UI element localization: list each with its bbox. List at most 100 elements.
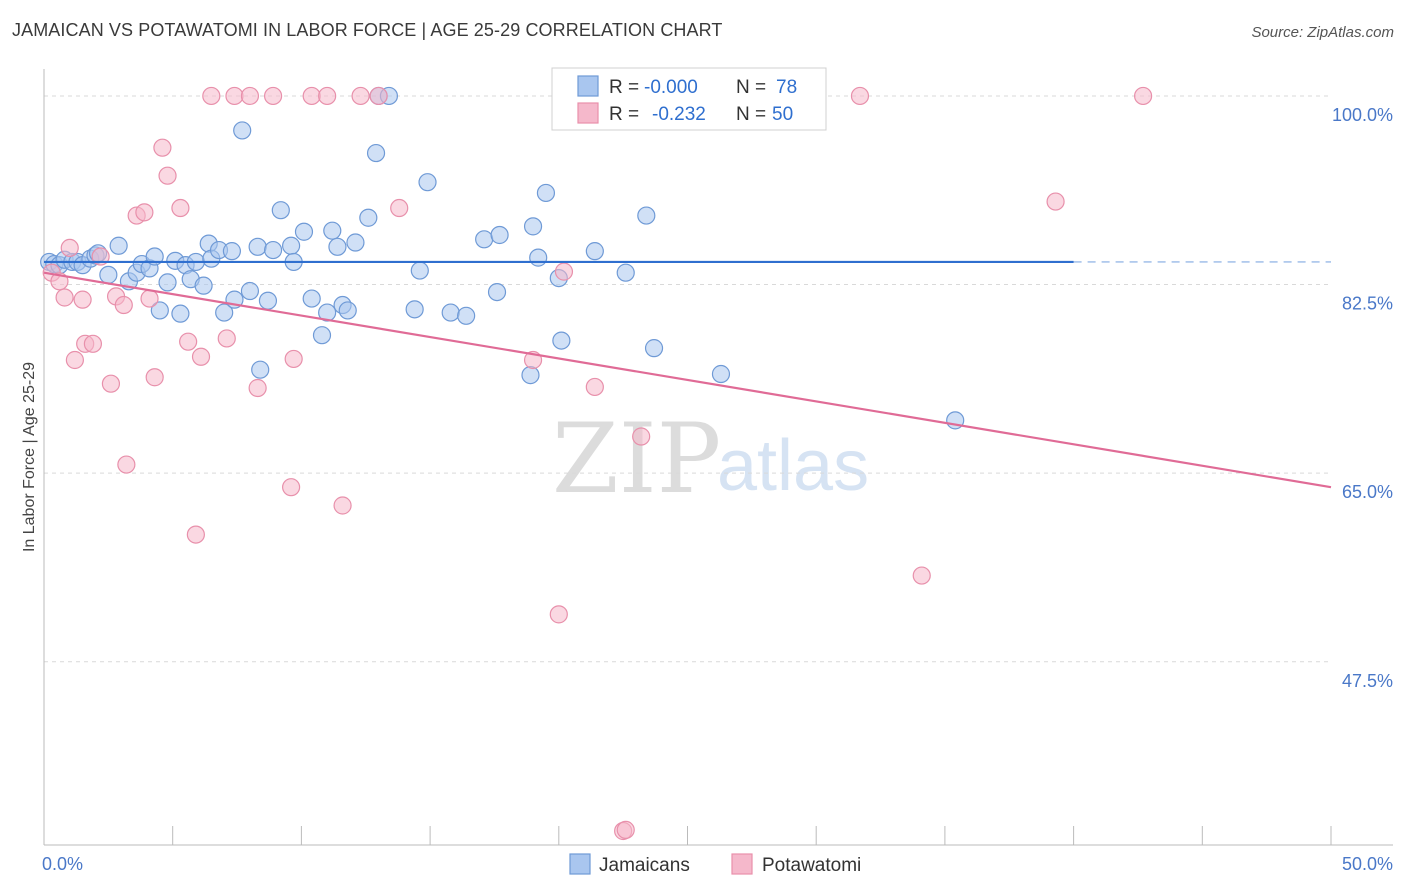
jamaicans-point (222, 242, 242, 261)
potawatomi-point (554, 262, 574, 281)
x-tick-label-max: 50.0% (1342, 854, 1393, 874)
chart-source: Source: ZipAtlas.com (1251, 24, 1394, 41)
potawatomi-point (248, 378, 267, 398)
potawatomi-point (333, 496, 352, 515)
potawatomi-point (217, 329, 236, 348)
jamaicans-point (233, 121, 252, 140)
potawatomi-point (171, 198, 190, 218)
bottom-legend-swatch-potawatomi (731, 853, 753, 875)
jamaicans-point (312, 326, 332, 345)
potawatomi-point (1133, 86, 1153, 106)
potawatomi-point (91, 247, 110, 266)
jamaicans-point (410, 261, 429, 280)
jamaicans-point (328, 237, 347, 256)
potawatomi-point (912, 566, 931, 585)
potawatomi-point (282, 478, 301, 497)
jamaicans-point (346, 233, 365, 252)
jamaicans-point (109, 236, 128, 255)
chart-title: JAMAICAN VS POTAWATOMI IN LABOR FORCE | … (12, 20, 723, 40)
potawatomi-point (153, 138, 172, 157)
jamaicans-point (158, 273, 177, 292)
jamaicans-point (215, 303, 234, 322)
potawatomi-point (101, 374, 121, 393)
bottom-legend-label-jamaicans: Jamaicans (599, 855, 690, 876)
jamaicans-point (258, 291, 278, 310)
jamaicans-point (145, 247, 164, 266)
legend-box: R = -0.000 N = 78 R = -0.232 N = 50 (551, 67, 827, 131)
jamaicans-point (240, 281, 260, 301)
jamaicans-point (318, 303, 337, 322)
jamaicans-point (487, 283, 507, 302)
jamaicans-point (366, 143, 386, 163)
y-tick-label: 82.5% (1342, 294, 1393, 314)
jamaicans-point (637, 206, 656, 225)
potawatomi-point (140, 289, 159, 308)
jamaicans-point (475, 230, 494, 249)
potawatomi-point (549, 605, 568, 624)
bottom-legend-swatch-jamaicans (569, 853, 591, 875)
potawatomi-point (117, 455, 136, 474)
jamaicans-point (194, 276, 213, 295)
jamaicans-point (529, 248, 548, 267)
potawatomi-point (318, 86, 337, 106)
jamaicans-point (457, 306, 476, 325)
potawatomi-point (616, 820, 635, 840)
jamaicans-point (585, 242, 604, 261)
legend-swatch-jamaicans (577, 75, 599, 97)
potawatomi-point (83, 334, 103, 353)
x-tick-label-min: 0.0% (42, 854, 83, 874)
legend-r-value-potawatomi: -0.232 (652, 104, 706, 125)
legend-r-label-2: R = (609, 104, 639, 125)
potawatomi-point (135, 203, 154, 222)
potawatomi-point (186, 525, 205, 544)
potawatomi-point (55, 288, 74, 307)
jamaicans-point (271, 201, 290, 220)
jamaicans-point (616, 263, 635, 282)
potawatomi-point (585, 377, 604, 397)
potawatomi-point (369, 86, 388, 106)
jamaicans-point (171, 304, 190, 323)
potawatomi-point (1046, 192, 1065, 211)
potawatomi-point (65, 350, 84, 370)
potawatomi-point (73, 290, 92, 309)
legend-n-label-2: N = (736, 104, 766, 125)
jamaicans-point (251, 360, 270, 379)
legend-n-value-potawatomi: 50 (772, 104, 793, 125)
jamaicans-point (418, 173, 437, 192)
legend-swatch-potawatomi (577, 102, 599, 124)
jamaicans-point (99, 265, 118, 284)
jamaicans-point (405, 300, 424, 319)
y-axis-label: In Labor Force | Age 25-29 (21, 362, 38, 552)
watermark-atlas: atlas (717, 426, 869, 506)
jamaicans-point (536, 183, 556, 203)
watermark-zip: ZIP (552, 403, 721, 515)
potawatomi-point (191, 347, 211, 366)
legend-n-value-jamaicans: 78 (776, 77, 797, 98)
potawatomi-point (202, 86, 221, 106)
legend-r-value-jamaicans: -0.000 (644, 77, 698, 98)
jamaicans-point (282, 236, 301, 255)
jamaicans-point (302, 289, 321, 308)
jamaicans-point (441, 303, 460, 322)
potawatomi-point (302, 86, 321, 106)
jamaicans-point (338, 301, 357, 320)
potawatomi-point (351, 86, 370, 106)
y-tick-label: 65.0% (1342, 482, 1393, 502)
y-tick-label: 100.0% (1332, 105, 1393, 125)
y-tick-label: 47.5% (1342, 671, 1393, 691)
bottom-legend-label-potawatomi: Potawatomi (762, 855, 861, 876)
jamaicans-point (552, 331, 571, 350)
axis-layer: 100.0% 82.5% 65.0% 47.5% 0.0% 50.0% (42, 69, 1393, 874)
jamaicans-point (294, 222, 314, 241)
potawatomi-point (158, 166, 177, 185)
jamaicans-point (644, 339, 664, 358)
trend-layer (43, 260, 1332, 489)
potawatomi-point (225, 86, 244, 106)
potawatomi-point (240, 86, 260, 106)
potawatomi-point (114, 295, 133, 315)
potawatomi-point (179, 332, 198, 351)
potawatomi-point (632, 427, 651, 446)
potawatomi-trend-line (43, 271, 1332, 489)
jamaicans-point (359, 208, 378, 227)
jamaicans-point (150, 301, 169, 320)
